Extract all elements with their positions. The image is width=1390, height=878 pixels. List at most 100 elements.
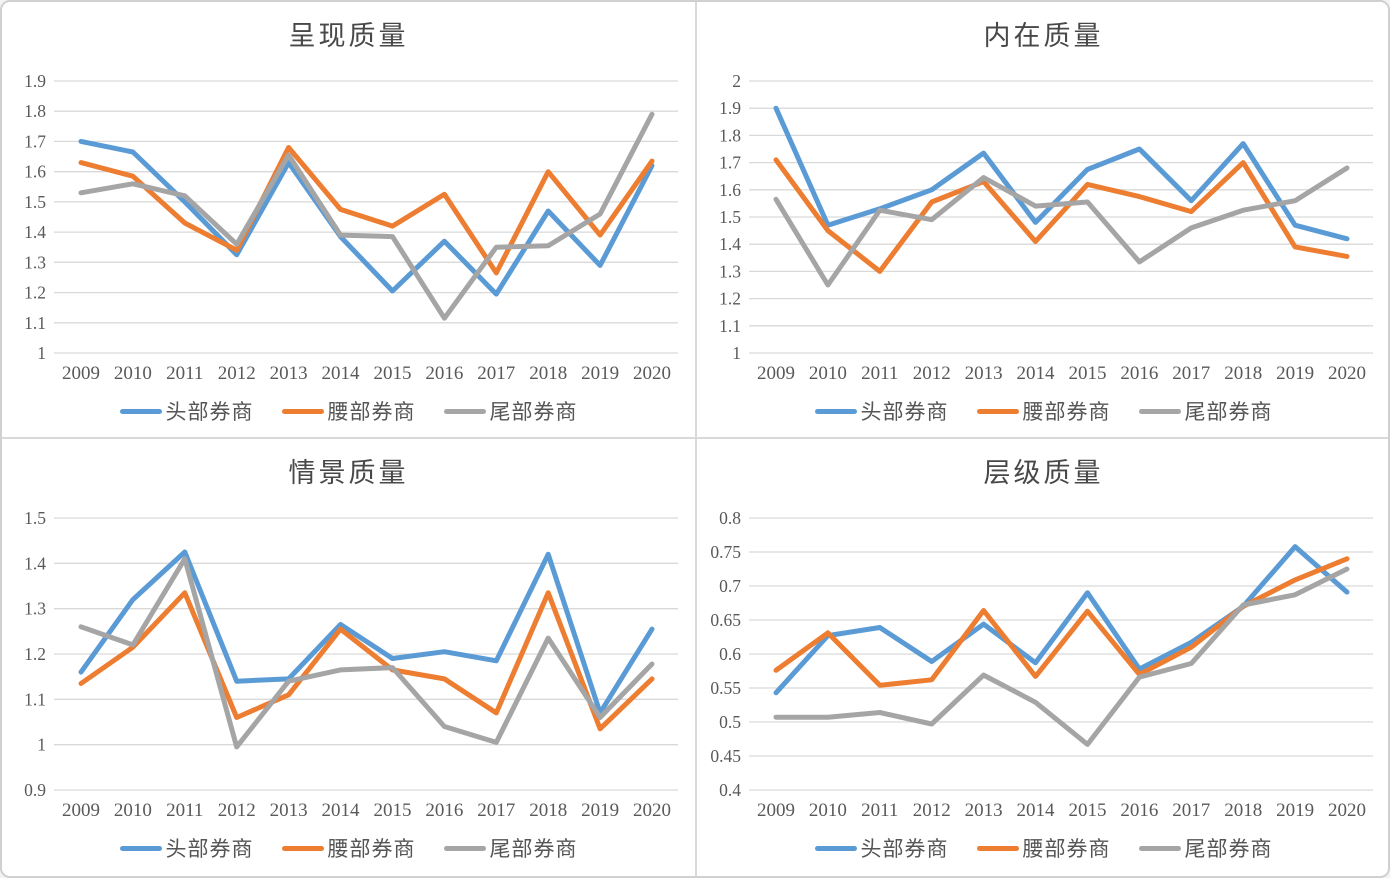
legend-label: 头部券商 <box>165 837 254 861</box>
x-tick-label: 2018 <box>1224 363 1262 384</box>
x-tick-label: 2017 <box>477 800 515 821</box>
x-tick-label: 2018 <box>529 363 567 384</box>
y-tick-label: 1.5 <box>719 207 741 227</box>
y-tick-label: 0.65 <box>710 610 741 630</box>
y-tick-label: 1.7 <box>719 153 741 173</box>
legend-line-swatch <box>1138 408 1181 414</box>
legend-label: 头部券商 <box>860 837 949 861</box>
legend-line-swatch <box>976 408 1019 414</box>
x-tick-label: 2015 <box>1069 363 1107 384</box>
y-tick-label: 0.5 <box>719 712 741 732</box>
y-tick-label: 1 <box>37 343 46 363</box>
x-tick-label: 2013 <box>270 800 308 821</box>
y-tick-label: 0.45 <box>710 746 741 766</box>
y-tick-label: 0.6 <box>719 644 741 664</box>
x-tick-label: 2011 <box>861 800 898 821</box>
line-chart-svg: 0.8 0.75 0.7 0.65 0.6 0.55 0.5 0.45 0.4 2009 2010 2… <box>710 508 1373 821</box>
x-tick-label: 2013 <box>965 363 1003 384</box>
line-chart-svg: 1.5 1.4 1.3 1.2 1.1 1 0.9 2009 2010 2011 2012 2013 2… <box>24 508 678 821</box>
y-tick-label: 1.3 <box>24 599 46 619</box>
y-tick-label: 1.8 <box>24 101 46 121</box>
panel-hierarchy-quality: 层级质量 0.8 0.75 0.7 0.65 0.6 0.55 0.5 0.45 0.4 2009… <box>697 439 1388 876</box>
x-tick-label: 2020 <box>1328 800 1366 821</box>
y-tick-label: 1.1 <box>719 316 741 336</box>
x-tick-label: 2012 <box>218 363 256 384</box>
legend-label: 尾部券商 <box>1184 837 1273 861</box>
y-tick-label: 1.3 <box>24 252 46 272</box>
x-tick-label: 2009 <box>757 800 795 821</box>
legend-item: 尾部券商 <box>443 833 578 863</box>
series-line-2 <box>773 566 1350 747</box>
x-tick-label: 2019 <box>1276 800 1314 821</box>
y-tick-label: 1.5 <box>24 192 46 212</box>
y-tick-label: 1.2 <box>719 289 741 309</box>
x-tick-label: 2010 <box>809 363 847 384</box>
legend-item: 腰部券商 <box>281 833 416 863</box>
legend-item: 尾部券商 <box>443 396 578 426</box>
x-tick-label: 2015 <box>374 363 412 384</box>
y-tick-label: 1.2 <box>24 283 46 303</box>
panel-scenario-quality: 情景质量 1.5 1.4 1.3 1.2 1.1 1 0.9 2009 2010 2011 2012… <box>2 439 697 876</box>
x-tick-label: 2020 <box>1328 363 1366 384</box>
legend-item: 腰部券商 <box>976 396 1111 426</box>
x-tick-label: 2016 <box>1120 363 1158 384</box>
y-tick-label: 1.2 <box>24 644 46 664</box>
chart-legend: 头部券商 腰部券商 尾部券商 <box>2 834 695 862</box>
y-tick-label: 1 <box>732 343 741 363</box>
y-tick-label: 1.1 <box>24 313 46 333</box>
chart-title: 层级质量 <box>983 458 1104 488</box>
y-tick-label: 1.8 <box>719 125 741 145</box>
y-tick-label: 1.9 <box>24 71 46 91</box>
legend-line-swatch <box>443 845 486 851</box>
series-line-0 <box>773 105 1350 242</box>
y-tick-label: 1.9 <box>719 98 741 118</box>
y-tick-label: 0.75 <box>710 542 741 562</box>
x-tick-label: 2018 <box>1224 800 1262 821</box>
legend-item: 头部券商 <box>814 396 949 426</box>
x-tick-label: 2012 <box>218 800 256 821</box>
y-tick-label: 1.6 <box>24 162 46 182</box>
legend-label: 头部券商 <box>165 400 254 424</box>
x-tick-label: 2014 <box>1017 363 1056 384</box>
y-tick-label: 1.6 <box>719 180 741 200</box>
y-tick-label: 1.5 <box>24 508 46 528</box>
legend-item: 尾部券商 <box>1138 396 1273 426</box>
y-tick-label: 0.4 <box>719 780 741 800</box>
x-tick-label: 2017 <box>1172 800 1210 821</box>
legend-label: 尾部券商 <box>489 837 578 861</box>
chart-legend: 头部券商 腰部券商 尾部券商 <box>697 396 1388 426</box>
x-tick-label: 2014 <box>322 800 361 821</box>
x-tick-label: 2011 <box>166 800 203 821</box>
x-tick-label: 2019 <box>581 800 619 821</box>
chart-title: 情景质量 <box>288 458 409 488</box>
chart-title: 呈现质量 <box>288 21 409 51</box>
x-tick-label: 2009 <box>62 363 100 384</box>
x-tick-label: 2017 <box>477 363 515 384</box>
line-chart-svg: 2 1.9 1.8 1.7 1.6 1.5 1.4 1.3 1.2 1.1 1 2009 2010 201… <box>719 71 1373 384</box>
x-tick-label: 2019 <box>1276 363 1314 384</box>
x-tick-label: 2010 <box>114 800 152 821</box>
y-tick-label: 1.3 <box>719 261 741 281</box>
legend-item: 腰部券商 <box>976 833 1111 863</box>
x-tick-label: 2009 <box>757 363 795 384</box>
x-tick-label: 2010 <box>114 363 152 384</box>
series-line-0 <box>78 549 655 716</box>
x-tick-label: 2020 <box>633 800 671 821</box>
series-line-1 <box>773 556 1350 688</box>
x-tick-label: 2013 <box>270 363 308 384</box>
x-tick-label: 2013 <box>965 800 1003 821</box>
legend-line-swatch <box>443 408 486 414</box>
x-tick-label: 2014 <box>1017 800 1056 821</box>
legend-line-swatch <box>119 845 162 851</box>
series-line-0 <box>773 544 1350 696</box>
legend-label: 头部券商 <box>860 400 949 424</box>
series-line-2 <box>78 556 655 750</box>
x-tick-label: 2020 <box>633 363 671 384</box>
y-tick-label: 0.8 <box>719 508 741 528</box>
y-tick-label: 1.1 <box>24 689 46 709</box>
legend-item: 头部券商 <box>814 833 949 863</box>
series-line-1 <box>78 590 655 732</box>
y-tick-label: 1.4 <box>719 234 741 254</box>
chart-title: 内在质量 <box>983 21 1104 51</box>
